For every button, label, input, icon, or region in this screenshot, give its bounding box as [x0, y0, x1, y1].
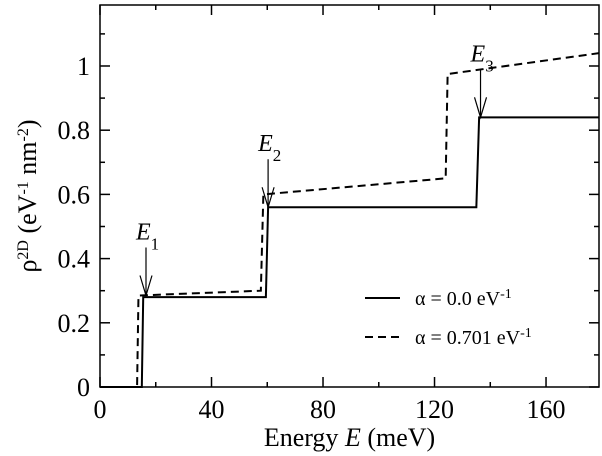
annotation-arrowhead: [139, 275, 153, 298]
y-tick-label: 0.4: [58, 245, 91, 274]
y-tick-label: 0: [77, 373, 90, 402]
x-tick-label: 160: [527, 395, 566, 424]
x-tick-label: 40: [199, 395, 225, 424]
y-tick-label: 0.2: [58, 309, 91, 338]
label-part: -2: [15, 128, 32, 141]
y-tick-label: 1: [77, 52, 90, 81]
legend-label: α = 0.701 eV-1: [415, 326, 532, 350]
legend-name: α = 0.701 eV: [415, 327, 521, 349]
annotation-subscript: 2: [273, 146, 282, 165]
label-part: Energy: [264, 423, 345, 452]
x-tick-label: 80: [310, 395, 336, 424]
legend-superscript: -1: [500, 287, 512, 302]
annotation-label: E2: [257, 131, 281, 165]
data-line: [100, 52, 600, 388]
annotation-label: E3: [470, 41, 494, 74]
label-part: (eV: [13, 194, 42, 240]
data-line: [100, 116, 599, 388]
legend-superscript: -1: [520, 326, 532, 341]
legend-label: α = 0.0 eV-1: [415, 287, 512, 311]
annotation-arrowhead: [261, 187, 275, 210]
label-part: -1: [15, 181, 32, 194]
x-tick-label: 120: [415, 395, 454, 424]
annotation-subscript: 1: [151, 234, 160, 253]
label-part: ρ: [13, 260, 42, 273]
label-part: 2D: [15, 240, 32, 260]
label-part: (meV): [361, 423, 435, 452]
x-tick-label: 0: [94, 395, 107, 424]
annotation-text: E: [257, 131, 273, 157]
annotation-subscript: 3: [485, 56, 494, 75]
label-part: ): [13, 119, 42, 128]
x-axis-label: Energy E (meV): [264, 423, 435, 452]
label-part: E: [344, 423, 361, 452]
annotation-arrowhead: [473, 97, 488, 120]
legend-name: α = 0.0 eV: [415, 288, 501, 310]
y-tick-label: 0.6: [58, 180, 91, 209]
y-tick-label: 0.8: [58, 116, 91, 145]
annotation-text: E: [135, 220, 151, 246]
plot-frame: [99, 4, 600, 388]
y-axis-label: ρ2D (eV-1 nm-2): [13, 119, 42, 272]
annotation-text: E: [470, 41, 486, 67]
annotation-label: E1: [135, 220, 159, 254]
label-part: nm: [13, 141, 42, 181]
